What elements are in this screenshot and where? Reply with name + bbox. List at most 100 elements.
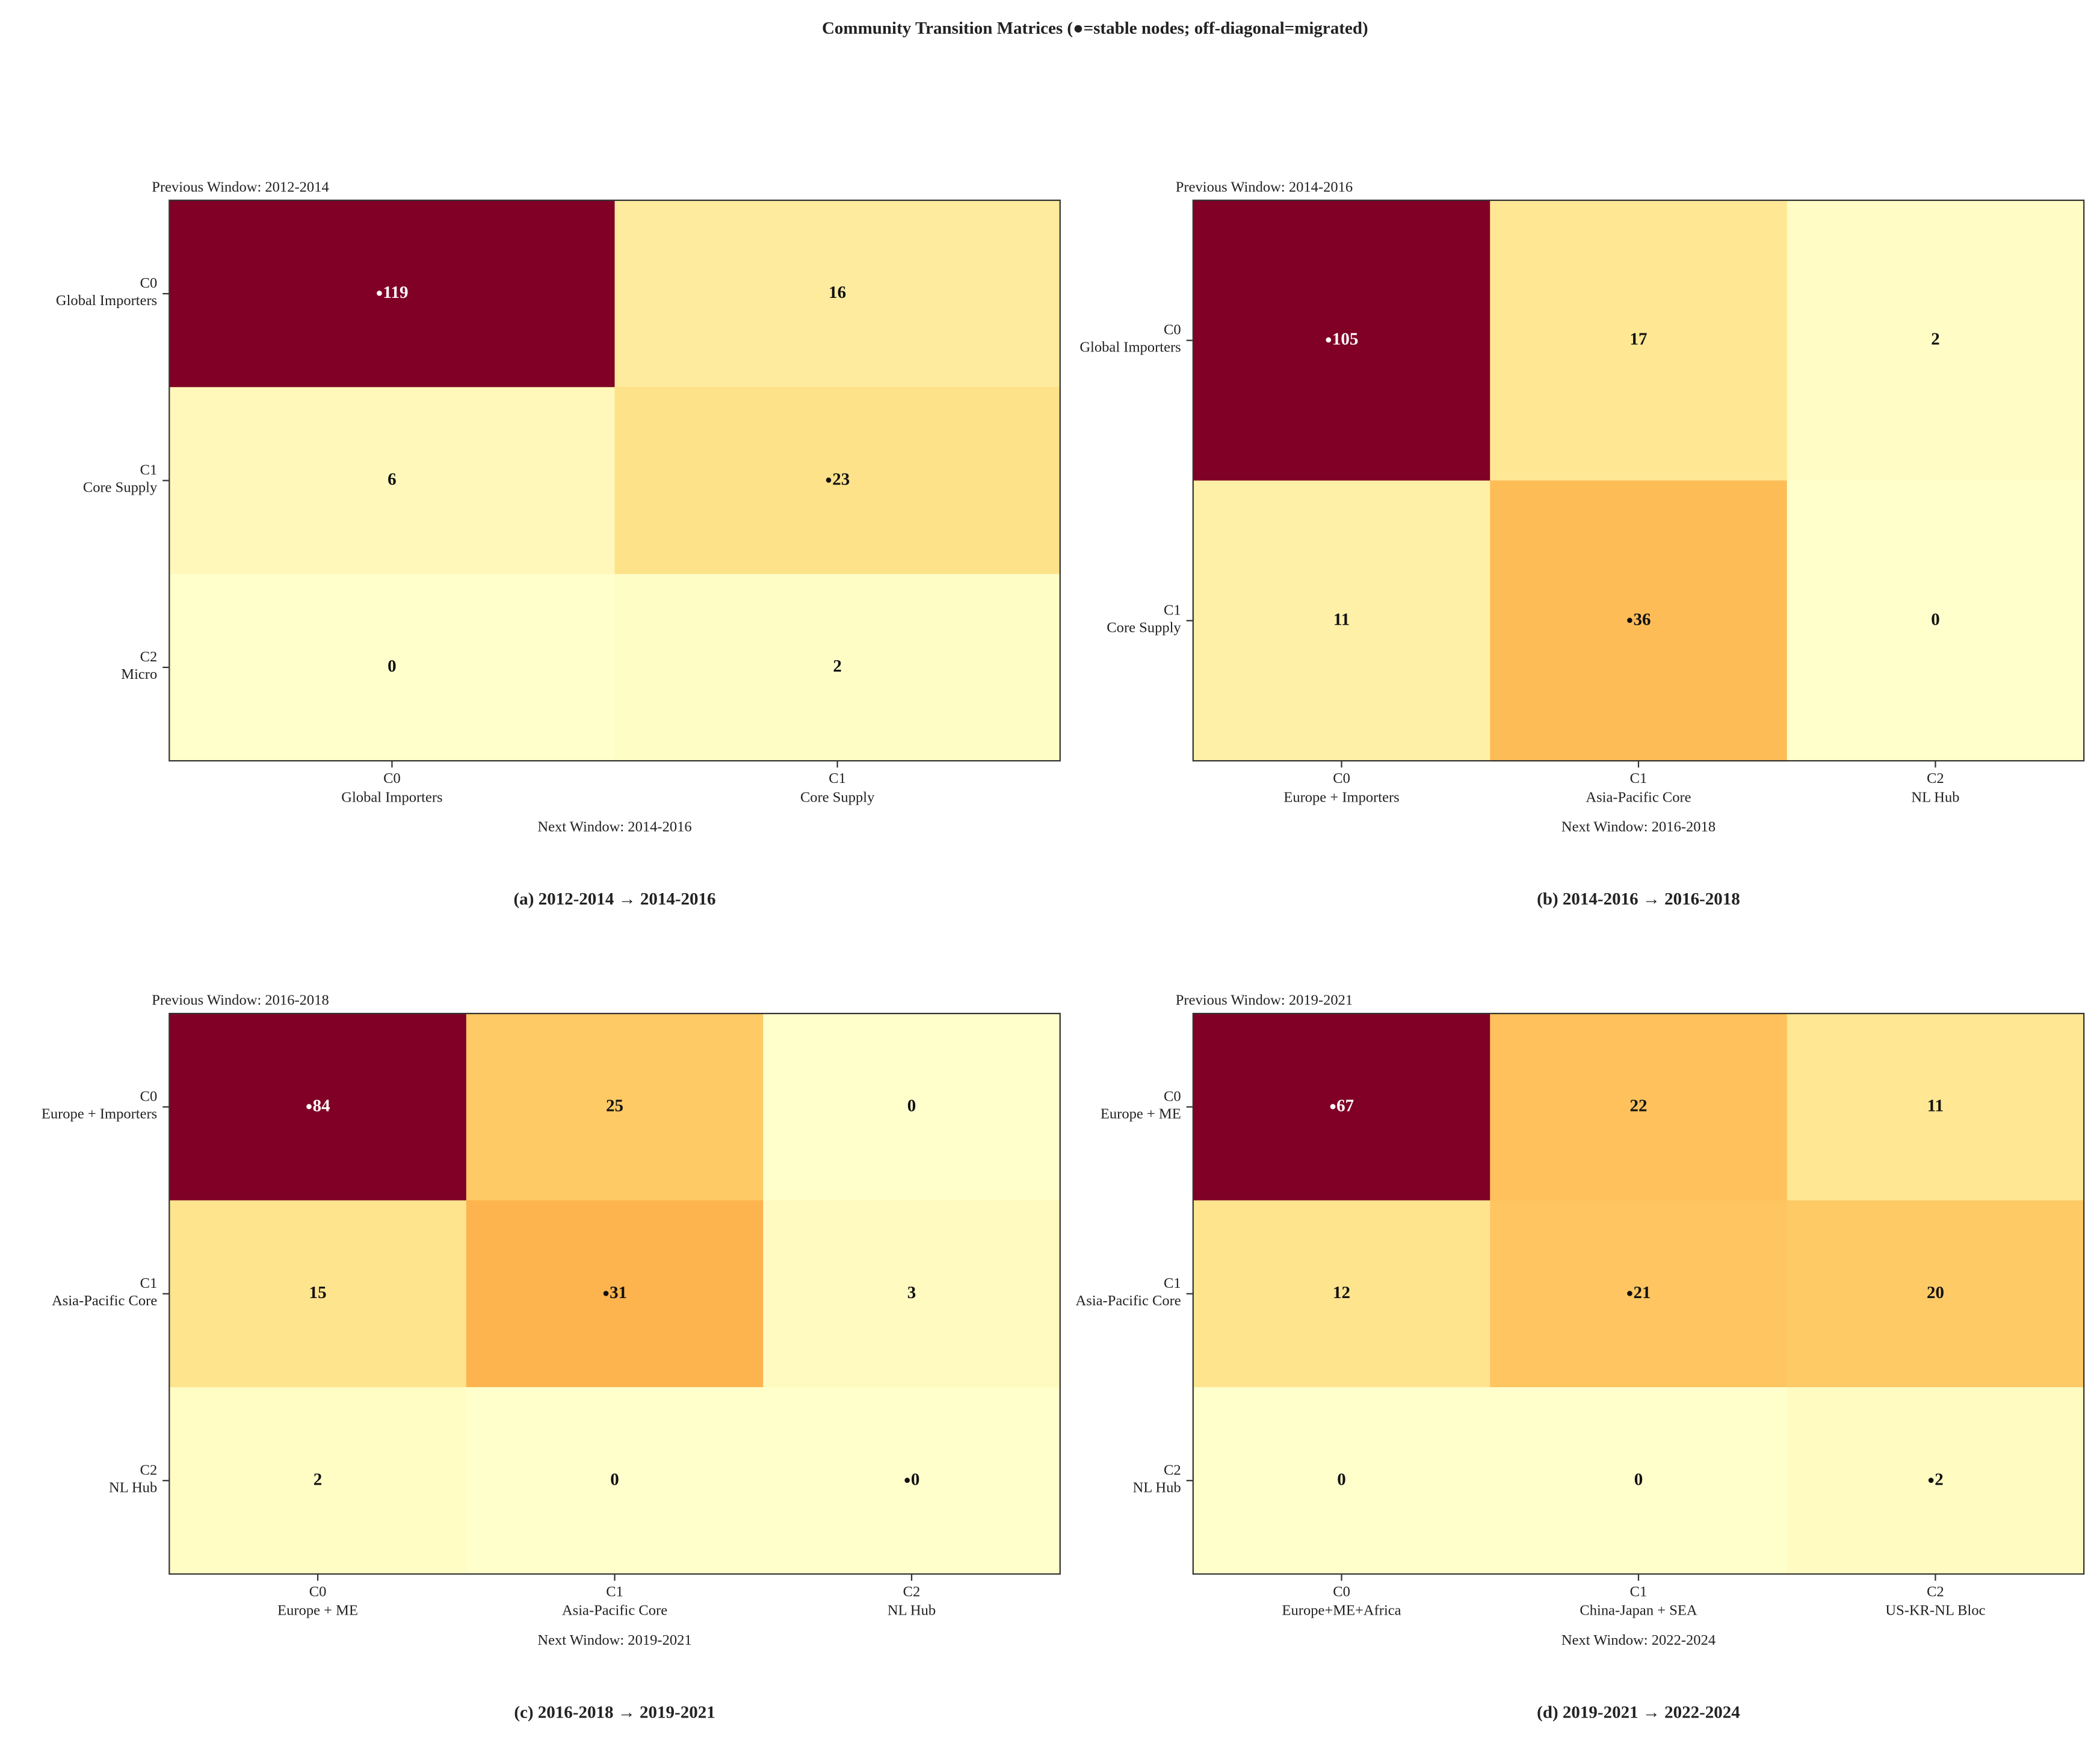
cell-value: 25	[606, 1096, 623, 1115]
cell-label: ●105	[1325, 329, 1359, 348]
heatmap-cell	[1193, 1200, 1491, 1388]
y-tick-label: Micro	[121, 666, 157, 682]
cell-label: 12	[1333, 1282, 1350, 1302]
heatmap-cell	[614, 574, 1061, 762]
heatmap-cell	[466, 1013, 764, 1201]
x-tick-label: Core Supply	[800, 789, 875, 805]
heatmap-cell	[614, 387, 1061, 575]
cell-value: 22	[1629, 1096, 1647, 1115]
cell-label: 0	[1337, 1470, 1346, 1489]
y-tick-label: Europe + ME	[1101, 1106, 1181, 1122]
cell-value: 15	[309, 1282, 327, 1302]
panel-caption: (c) 2016-2018 → 2019-2021	[514, 1702, 715, 1722]
cell-value: 36	[1634, 610, 1651, 629]
x-tick-label: C1	[829, 770, 846, 787]
stable-marker: ●	[306, 1099, 313, 1113]
heatmap-cell	[1787, 480, 2085, 762]
cell-value: 16	[829, 283, 846, 302]
stable-marker: ●	[904, 1473, 911, 1486]
y-axis-label: Previous Window: 2016-2018	[152, 992, 329, 1009]
cell-label: 22	[1629, 1096, 1647, 1115]
heatmap-cell	[614, 200, 1061, 388]
y-tick-label: NL Hub	[1132, 1479, 1181, 1495]
x-tick-label: C1	[1630, 770, 1648, 787]
cell-value: 0	[1337, 1470, 1346, 1489]
x-tick-label: Asia-Pacific Core	[1586, 789, 1691, 805]
x-axis-label: Next Window: 2016-2018	[1561, 819, 1716, 835]
heatmap-cell	[169, 574, 616, 762]
cell-value: 0	[610, 1470, 619, 1489]
stable-marker: ●	[1329, 1099, 1336, 1113]
x-tick-label: Asia-Pacific Core	[562, 1603, 667, 1619]
cell-value: 11	[1927, 1096, 1944, 1115]
y-tick-label: C0	[140, 1088, 158, 1104]
x-axis-label: Next Window: 2014-2016	[537, 819, 691, 835]
x-tick-label: NL Hub	[888, 1603, 936, 1619]
stable-marker: ●	[1927, 1473, 1935, 1486]
heatmap-cell	[1787, 200, 2085, 481]
stable-marker: ●	[1626, 613, 1633, 626]
cell-value: 0	[1634, 1470, 1643, 1489]
cell-label: 25	[606, 1096, 623, 1115]
cell-label: ●23	[825, 469, 850, 489]
cell-value: 31	[610, 1282, 627, 1302]
y-tick-label: C1	[1164, 1275, 1181, 1291]
x-axis-label: Next Window: 2019-2021	[537, 1632, 691, 1648]
cell-label: ●67	[1329, 1096, 1354, 1115]
y-tick-label: C1	[140, 1275, 158, 1291]
cell-value: 0	[907, 1096, 916, 1115]
cell-label: 0	[388, 657, 397, 676]
panel-caption: (d) 2019-2021 → 2022-2024	[1537, 1702, 1740, 1722]
x-tick-label: China-Japan + SEA	[1580, 1603, 1697, 1619]
x-tick-label: Europe + ME	[277, 1603, 358, 1619]
cell-label: 0	[907, 1096, 916, 1115]
y-tick-label: C1	[1164, 602, 1181, 618]
cell-label: 2	[1931, 329, 1940, 348]
heatmap-cell	[1490, 1387, 1788, 1575]
stable-marker: ●	[1626, 1286, 1633, 1299]
cell-label: 2	[313, 1470, 323, 1489]
x-tick-label: NL Hub	[1911, 789, 1959, 805]
heatmap-cell	[169, 200, 616, 388]
heatmap-cell	[466, 1387, 764, 1575]
cell-label: ●21	[1626, 1282, 1651, 1302]
cell-value: 6	[388, 469, 397, 489]
cell-label: ●119	[375, 283, 408, 302]
y-tick-label: C2	[140, 1462, 158, 1478]
heatmap-cell	[169, 1013, 467, 1201]
y-axis-label: Previous Window: 2012-2014	[152, 179, 329, 195]
cell-value: 20	[1927, 1282, 1944, 1302]
cell-label: 15	[309, 1282, 327, 1302]
y-tick-label: Global Importers	[1079, 339, 1181, 356]
heatmap-cell	[1193, 200, 1491, 481]
x-tick-label: C0	[1333, 1583, 1350, 1600]
cell-label: 0	[1931, 610, 1940, 629]
x-tick-label: C0	[1333, 770, 1350, 787]
heatmap-cell	[1193, 1013, 1491, 1201]
heatmap-cell	[1787, 1387, 2085, 1575]
cell-value: 0	[911, 1470, 920, 1489]
y-tick-label: Asia-Pacific Core	[52, 1293, 157, 1309]
cell-value: 0	[388, 657, 397, 676]
y-tick-label: C2	[1164, 1462, 1181, 1478]
x-tick-label: US-KR-NL Bloc	[1885, 1603, 1985, 1619]
cell-value: 84	[313, 1096, 330, 1115]
heatmap-cell	[763, 1200, 1061, 1388]
y-tick-label: Core Supply	[83, 480, 158, 496]
heatmap-cell	[1490, 200, 1788, 481]
panel-caption: (b) 2014-2016 → 2016-2018	[1537, 889, 1740, 909]
cell-label: 11	[1333, 610, 1350, 629]
cell-value: 119	[383, 283, 409, 302]
x-tick-label: Global Importers	[341, 789, 442, 805]
cell-value: 0	[1931, 610, 1940, 629]
cell-label: 3	[907, 1282, 916, 1302]
cell-value: 3	[907, 1282, 916, 1302]
heatmap-cell	[169, 1387, 467, 1575]
cell-label: 17	[1629, 329, 1647, 348]
heatmap-cell	[1193, 1387, 1491, 1575]
y-tick-label: NL Hub	[109, 1479, 157, 1495]
cell-label: ●0	[904, 1470, 920, 1489]
cell-value: 2	[1935, 1470, 1944, 1489]
cell-label: 2	[833, 657, 842, 676]
